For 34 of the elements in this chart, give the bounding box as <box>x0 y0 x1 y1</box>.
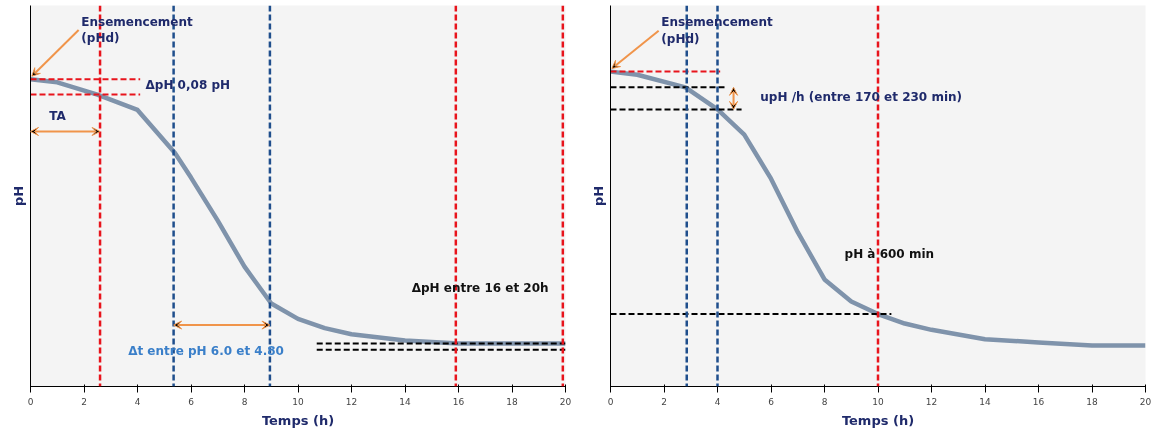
x-tick-label: 2 <box>661 396 667 407</box>
x-tick-label: 2 <box>81 396 87 407</box>
x-tick-label: 10 <box>872 396 884 407</box>
y-axis-title: pH <box>590 185 606 207</box>
annotation: upH /h (entre 170 et 230 min) <box>760 89 963 104</box>
text: Ensemencement (pHd) <box>81 14 193 46</box>
x-tick-label: 18 <box>506 396 518 407</box>
annotation: Δt entre pH 6.0 et 4.80 <box>128 344 284 359</box>
x-tick-label: 14 <box>399 396 411 407</box>
x-tick-label: 0 <box>27 396 34 407</box>
x-tick-label: 6 <box>188 396 195 407</box>
x-tick-label: 8 <box>241 396 248 407</box>
x-tick-label: 14 <box>979 396 991 407</box>
x-tick-label: 12 <box>925 396 938 407</box>
x-tick-label: 0 <box>607 396 614 407</box>
x-tick-label: 18 <box>1086 396 1098 407</box>
x-axis-title: Temps (h) <box>841 412 915 428</box>
x-tick-label: 8 <box>821 396 828 407</box>
x-tick-label: 6 <box>768 396 775 407</box>
annotation: pH à 600 min <box>844 247 935 262</box>
annotation: ΔpH 0,08 pH <box>145 78 231 93</box>
text: Ensemencement (pHd) <box>661 15 773 47</box>
annotation: ΔpH entre 16 et 20h <box>411 281 549 296</box>
y-axis-title: pH <box>10 185 26 207</box>
x-tick-label: 20 <box>1139 396 1152 407</box>
x-tick-label: 20 <box>559 396 572 407</box>
x-tick-label: 12 <box>345 396 358 407</box>
x-tick-label: 16 <box>452 396 465 407</box>
x-tick-label: 4 <box>134 396 141 407</box>
x-tick-label: 4 <box>714 396 721 407</box>
x-axis-title: Temps (h) <box>261 412 335 428</box>
x-tick-label: 10 <box>292 396 304 407</box>
x-tick-label: 16 <box>1032 396 1045 407</box>
annotation: TA <box>49 109 67 124</box>
